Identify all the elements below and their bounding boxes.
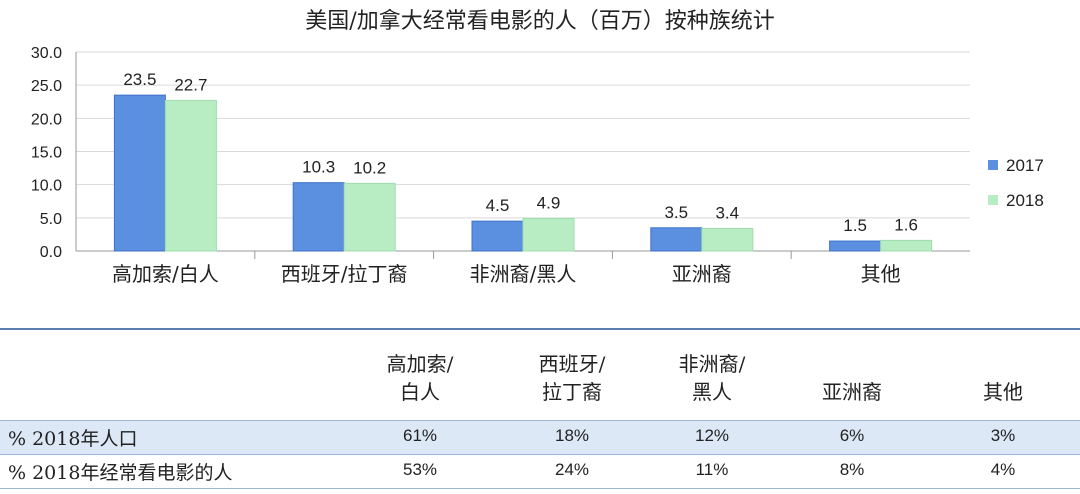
table-cell: 24% — [554, 460, 590, 479]
legend-label-2018: 2018 — [1006, 191, 1044, 210]
data-label: 22.7 — [174, 75, 207, 94]
x-category-label: 其他 — [861, 262, 901, 286]
bar-2017-0 — [113, 94, 166, 252]
x-axis-categories: 高加索/白人 西班牙/拉丁裔 非洲裔/黑人 亚洲裔 其他 — [112, 262, 901, 286]
y-tick-label: 0.0 — [40, 244, 62, 261]
bar-2018-3 — [701, 227, 754, 252]
bar-2017-2 — [471, 220, 524, 252]
chart-title: 美国/加拿大经常看电影的人（百万）按种族统计 — [305, 8, 774, 34]
data-label: 10.3 — [302, 158, 335, 177]
y-tick-label: 30.0 — [31, 45, 62, 62]
table-row-label: % 2018年人口 — [8, 428, 138, 450]
data-label: 1.6 — [894, 215, 918, 234]
data-label: 1.5 — [843, 216, 867, 235]
table-cell: 53% — [402, 460, 438, 479]
table-cell: 18% — [554, 426, 590, 445]
table-header-line: 亚洲裔 — [822, 380, 882, 404]
y-tick-label: 20.0 — [31, 111, 62, 128]
legend-swatch-2018 — [988, 195, 998, 205]
legend: 2017 2018 — [988, 156, 1044, 210]
table-row-divider — [0, 420, 1080, 421]
bar-2018-1 — [343, 182, 396, 252]
y-tick-label: 15.0 — [31, 145, 62, 162]
table-header-cell: 西班牙/拉丁裔 — [512, 350, 632, 406]
table-header-line: 黑人 — [692, 380, 732, 404]
data-label: 10.2 — [353, 158, 386, 177]
data-label: 4.9 — [537, 193, 561, 212]
table-cell: 61% — [402, 426, 438, 445]
y-axis: 0.0 5.0 10.0 15.0 20.0 25.0 30.0 — [31, 45, 77, 261]
table-row-label: % 2018年经常看电影的人 — [8, 462, 233, 484]
table-cell: 11% — [695, 460, 729, 479]
bar-2018-0 — [164, 99, 217, 252]
table-header-line: 白人 — [400, 380, 440, 404]
y-tick-label: 25.0 — [31, 78, 62, 95]
table-header-cell: 亚洲裔 — [792, 378, 912, 406]
data-label: 4.5 — [486, 196, 510, 215]
table-cell: 12% — [694, 426, 730, 445]
bars: 23.5 22.7 10.3 10.2 4.5 4.9 3.5 3.4 1.5 1.6 — [113, 70, 933, 252]
table-header-line: 高加索/ — [386, 352, 454, 376]
data-label: 23.5 — [123, 70, 156, 89]
bar-2017-4 — [829, 240, 882, 252]
table-header-line: 非洲裔/ — [678, 352, 746, 376]
x-category-label: 高加索/白人 — [112, 262, 219, 286]
bar-2018-2 — [522, 217, 575, 252]
table-cell: 3% — [990, 426, 1016, 445]
table-cell: 4% — [990, 460, 1016, 479]
bar-chart: 美国/加拿大经常看电影的人（百万）按种族统计 0.0 5.0 10.0 15.0 20.… — [31, 8, 1044, 286]
bar-2017-3 — [650, 227, 703, 252]
table-header-cell: 其他 — [943, 378, 1063, 406]
table-row: % 2018年经常看电影的人 53% 24% 11% 8% 4% — [0, 454, 1080, 488]
legend-swatch-2017 — [988, 160, 998, 170]
table-row: % 2018年人口 61% 18% 12% 6% 3% — [0, 420, 1080, 454]
table-row-divider — [0, 454, 1080, 455]
table-cell: 6% — [839, 426, 865, 445]
x-category-label: 西班牙/拉丁裔 — [281, 262, 408, 286]
y-tick-label: 10.0 — [31, 178, 62, 195]
table-top-border — [0, 328, 1080, 330]
table-header-line: 拉丁裔 — [542, 380, 602, 404]
table-header-cell: 高加索/白人 — [360, 350, 480, 406]
grid-lines — [76, 51, 970, 259]
data-label: 3.4 — [715, 203, 739, 222]
table-header-cell: 非洲裔/黑人 — [652, 350, 772, 406]
table-header-line: 其他 — [983, 380, 1023, 404]
table-header-line: 西班牙/ — [538, 352, 606, 376]
bar-2017-1 — [292, 182, 345, 252]
y-tick-label: 5.0 — [40, 211, 62, 228]
legend-label-2017: 2017 — [1006, 156, 1044, 175]
x-category-label: 亚洲裔 — [672, 262, 732, 286]
data-label: 3.5 — [664, 203, 688, 222]
table-row-divider — [0, 488, 1080, 489]
table-cell: 8% — [839, 460, 865, 479]
x-category-label: 非洲裔/黑人 — [470, 262, 577, 286]
bar-2018-4 — [880, 239, 933, 252]
